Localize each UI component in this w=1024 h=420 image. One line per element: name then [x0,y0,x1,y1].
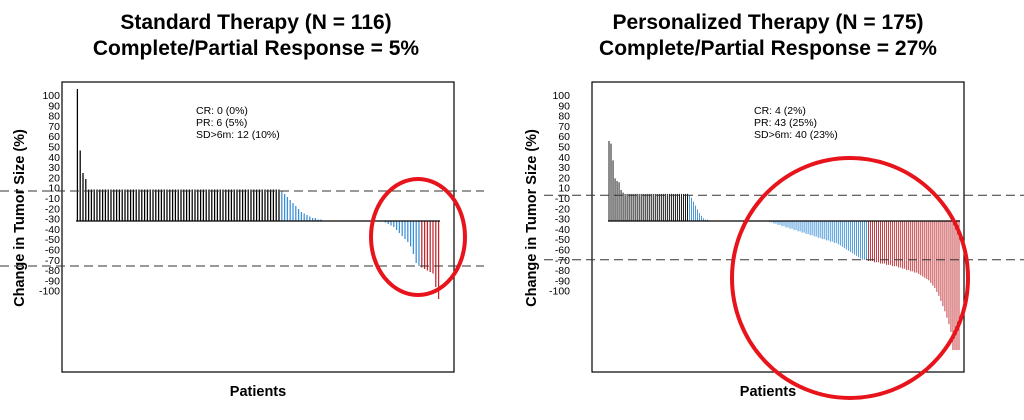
y-tick-label: -50 [45,234,60,246]
chart-title-line1: Personalized Therapy (N = 175) [612,11,924,34]
y-tick-label: -10 [45,193,60,205]
y-tick-label: 100 [42,90,60,102]
y-tick-label: 70 [48,121,60,133]
y-tick-label: 60 [558,131,570,143]
y-tick-label: 80 [558,111,570,123]
y-tick-label: -90 [555,275,570,287]
response-annotation: CR: 0 (0%) [196,105,248,117]
y-tick-label: -40 [45,224,60,236]
y-tick-label: 50 [48,142,60,154]
chart-title-line2: Complete/Partial Response = 5% [92,37,420,60]
y-tick-label: 20 [48,172,60,184]
y-tick-label: -10 [555,193,570,205]
x-axis-label: Patients [230,384,286,400]
y-tick-label: -20 [45,203,60,215]
y-tick-label: 30 [558,162,570,174]
y-tick-label: 10 [48,183,60,195]
y-tick-label: -70 [555,255,570,267]
y-tick-label: -100 [39,286,60,298]
response-annotation: CR: 4 (2%) [754,105,806,117]
y-tick-label: -100 [549,286,570,298]
y-tick-label: -90 [45,275,60,287]
plot-frame [61,81,455,373]
y-tick-label: -60 [555,245,570,257]
left-panel: Standard Therapy (N = 116) Complete/Part… [0,11,484,400]
highlight-circle [730,156,970,400]
y-tick-label: -30 [45,214,60,226]
y-tick-label: -70 [45,255,60,267]
x-axis-label: Patients [740,384,796,400]
y-tick-label: 50 [558,142,570,154]
highlight-circle [369,177,467,297]
y-tick-label: -80 [45,265,60,277]
y-tick-label: -30 [555,214,570,226]
chart-title-line2: Complete/Partial Response = 27% [599,37,937,60]
response-annotation: SD>6m: 12 (10%) [196,129,280,141]
y-tick-label: -50 [555,234,570,246]
y-tick-label: 10 [558,183,570,195]
y-tick-label: -80 [555,265,570,277]
y-tick-label: 30 [48,162,60,174]
waterfall-chart: 100908070605040302010-10-20-30-40-50-60-… [0,81,484,400]
y-tick-label: 60 [48,131,60,143]
right-panel: Personalized Therapy (N = 175) Complete/… [512,0,1024,420]
y-axis-label: Change in Tumor Size (%) [12,129,28,307]
response-annotation: SD>6m: 40 (23%) [754,129,838,141]
y-tick-label: 70 [558,121,570,133]
y-tick-label: 20 [558,172,570,184]
y-tick-label: -20 [555,203,570,215]
y-tick-label: 100 [552,90,570,102]
y-tick-label: 90 [48,100,60,112]
y-tick-label: -60 [45,245,60,257]
y-tick-label: 40 [558,152,570,164]
y-tick-label: 90 [558,100,570,112]
chart-title-line1: Standard Therapy (N = 116) [120,11,392,34]
y-tick-label: -40 [555,224,570,236]
y-tick-label: 40 [48,152,60,164]
waterfall-chart: 100908070605040302010-10-20-30-40-50-60-… [524,81,1024,400]
response-annotation: PR: 6 (5%) [196,117,247,129]
y-tick-label: 80 [48,111,60,123]
y-axis-label: Change in Tumor Size (%) [524,129,540,307]
response-annotation: PR: 43 (25%) [754,117,817,129]
